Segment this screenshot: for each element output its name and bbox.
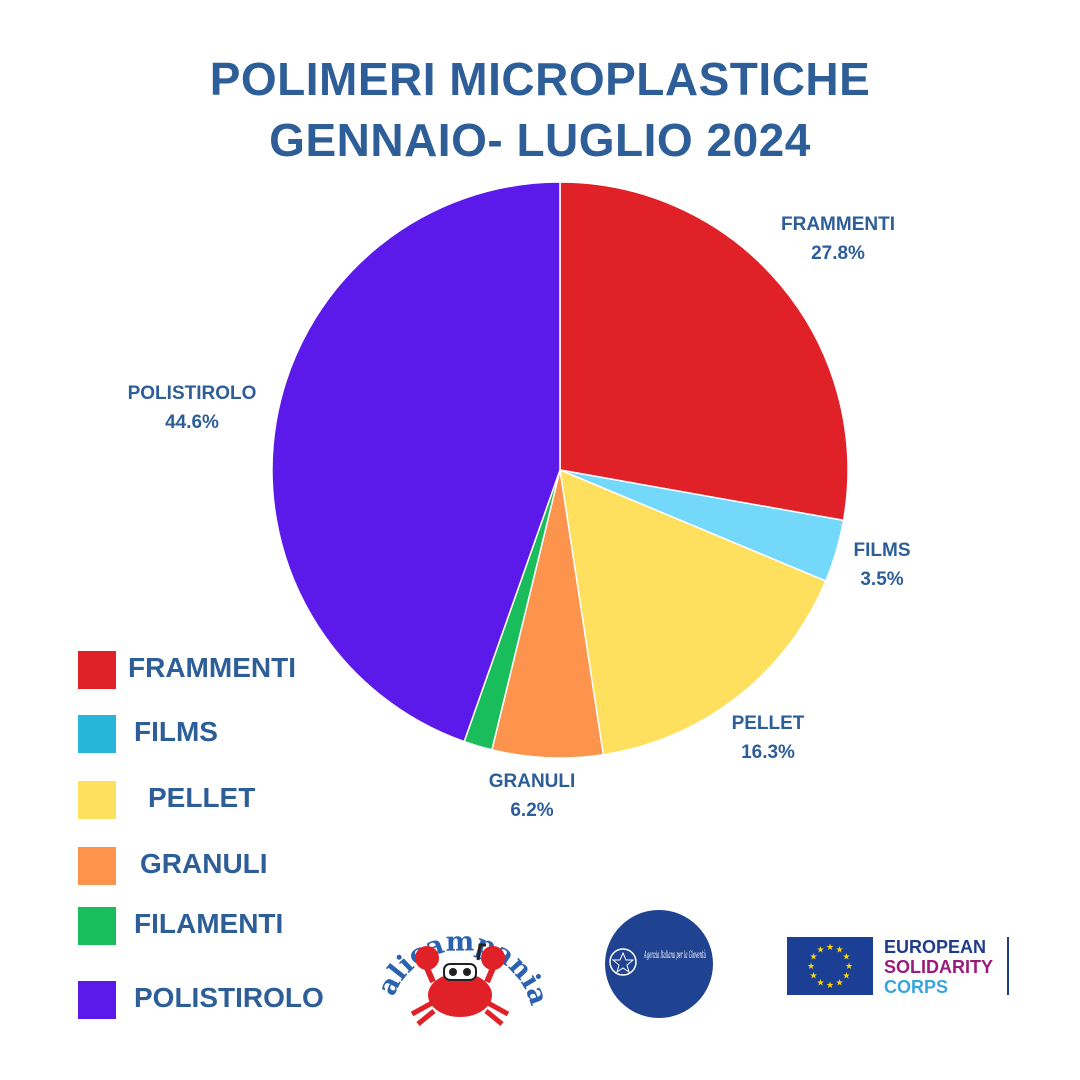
eu-star-icon: ★: [810, 952, 818, 962]
legend-label-polistirolo: POLISTIROLO: [134, 982, 324, 1013]
esc-corps-text: CORPS: [884, 977, 949, 997]
legend-item-pellet: PELLET: [78, 778, 398, 819]
eu-star-icon: ★: [816, 945, 824, 955]
slice-label-value-films: 3.5%: [860, 569, 903, 590]
legend-label-granuli: GRANULI: [140, 848, 268, 879]
eu-star-icon: ★: [810, 971, 818, 981]
pie-slice-polistirolo: [271, 181, 561, 743]
legend-item-granuli: GRANULI: [78, 844, 398, 885]
chart-title-line2: GENNAIO- LUGLIO 2024: [269, 114, 811, 166]
pie-slice-pellet: [559, 468, 827, 756]
eu-stars-icon: ★★★★★★★★★ ★ ★★: [807, 942, 853, 990]
slice-label-name-granuli: GRANULI: [489, 771, 576, 792]
legend-label-films: FILMS: [134, 716, 218, 747]
eu-star-icon: ★: [807, 961, 815, 971]
slice-label-value-pellet: 16.3%: [741, 742, 795, 763]
slice-label-name-pellet: PELLET: [732, 713, 805, 734]
eu-flag: [787, 937, 873, 995]
pie-slice-frammenti: [559, 181, 849, 522]
legend-label-pellet: PELLET: [148, 782, 256, 813]
eu-star-icon: ★: [845, 961, 853, 971]
slice-label-name-films: FILMS: [854, 540, 911, 561]
chart-title-line1: POLIMERI MICROPLASTICHE: [209, 53, 871, 105]
legend-item-filamenti: FILAMENTI: [78, 904, 398, 945]
eu-star-icon: ★: [835, 945, 843, 955]
legend-item-films: FILMS: [78, 712, 398, 753]
slice-label-value-frammenti: 27.8%: [811, 243, 865, 264]
agenzia-logo: Agenzia Italiana per la Gioventù: [605, 910, 713, 1018]
esc-logo: ★★★★★★★★★ ★ ★★: [787, 937, 1009, 995]
slice-label-value-polistirolo: 44.6%: [165, 412, 219, 433]
fondalicampania-logo: Fondalicampania Aps: [0, 0, 554, 1026]
agenzia-logo-text: Agenzia Italiana per la Gioventù: [644, 950, 706, 961]
esc-european-text: EUROPEAN: [884, 937, 987, 957]
fondali-logo-textpath: Fondalicampania Aps: [0, 0, 554, 1009]
slice-label-name-frammenti: FRAMMENTI: [781, 214, 895, 235]
legend-item-frammenti: FRAMMENTI: [78, 648, 398, 689]
eu-star-icon: ★: [826, 942, 834, 952]
legend-item-polistirolo: POLISTIROLO: [78, 978, 398, 1019]
eu-star-icon: ★: [816, 977, 824, 987]
legend-label-filamenti: FILAMENTI: [134, 908, 284, 939]
eu-star-icon: ★: [842, 971, 850, 981]
legend-swatch-pellet: [78, 781, 116, 819]
legend-swatch-polistirolo: [78, 981, 116, 1019]
crab-icon: [410, 943, 510, 1026]
slice-label-name-polistirolo: POLISTIROLO: [128, 383, 257, 404]
legend-swatch-filamenti: [78, 907, 116, 945]
esc-solidarity-text: SOLIDARITY: [884, 957, 994, 977]
legend-swatch-films: [78, 715, 116, 753]
legend-swatch-granuli: [78, 847, 116, 885]
legend-swatch-frammenti: [78, 651, 116, 689]
slice-label-value-granuli: 6.2%: [510, 800, 553, 821]
eu-star-icon: ★: [842, 952, 850, 962]
eu-star-icon: ★: [826, 980, 834, 990]
legend-label-frammenti: FRAMMENTI: [128, 652, 296, 683]
eu-star-icon: ★: [835, 977, 843, 987]
fondali-logo-text: Fondalicampania Aps: [0, 0, 554, 1009]
